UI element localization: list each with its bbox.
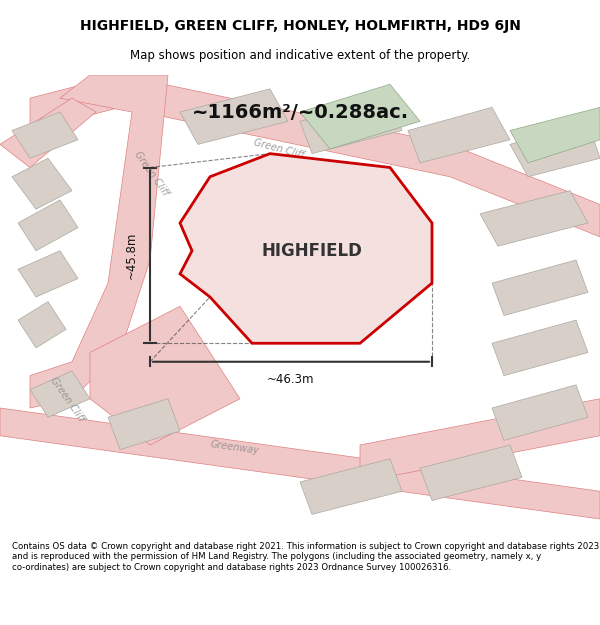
Polygon shape [420,445,522,501]
Text: ~1166m²/~0.288ac.: ~1166m²/~0.288ac. [191,102,409,121]
Polygon shape [108,399,180,449]
Polygon shape [12,112,78,158]
Text: Map shows position and indicative extent of the property.: Map shows position and indicative extent… [130,49,470,62]
Polygon shape [18,302,66,348]
Polygon shape [492,260,588,316]
Polygon shape [360,399,600,482]
Text: Green Cliff: Green Cliff [48,376,86,424]
Text: HIGHFIELD: HIGHFIELD [262,242,362,260]
Polygon shape [510,107,600,163]
Text: Green Cliff: Green Cliff [132,149,170,198]
Polygon shape [510,121,600,177]
Polygon shape [90,306,240,445]
Polygon shape [30,371,90,418]
Polygon shape [180,154,432,343]
Polygon shape [480,191,588,246]
Polygon shape [300,84,420,149]
Polygon shape [30,75,168,408]
Polygon shape [492,320,588,376]
Polygon shape [12,158,72,209]
Polygon shape [492,385,588,441]
Polygon shape [18,251,78,297]
Text: ~45.8m: ~45.8m [125,232,138,279]
Polygon shape [408,107,510,163]
Polygon shape [18,200,78,251]
Polygon shape [0,408,600,519]
Polygon shape [180,89,288,144]
Text: Contains OS data © Crown copyright and database right 2021. This information is : Contains OS data © Crown copyright and d… [12,542,599,572]
Polygon shape [300,98,402,154]
Polygon shape [300,459,402,514]
Polygon shape [0,98,96,168]
Text: Green Cliff: Green Cliff [252,138,305,160]
Text: Greenway: Greenway [210,439,260,456]
Text: ~46.3m: ~46.3m [267,373,315,386]
Text: HIGHFIELD, GREEN CLIFF, HONLEY, HOLMFIRTH, HD9 6JN: HIGHFIELD, GREEN CLIFF, HONLEY, HOLMFIRT… [80,19,520,32]
Polygon shape [30,75,600,237]
